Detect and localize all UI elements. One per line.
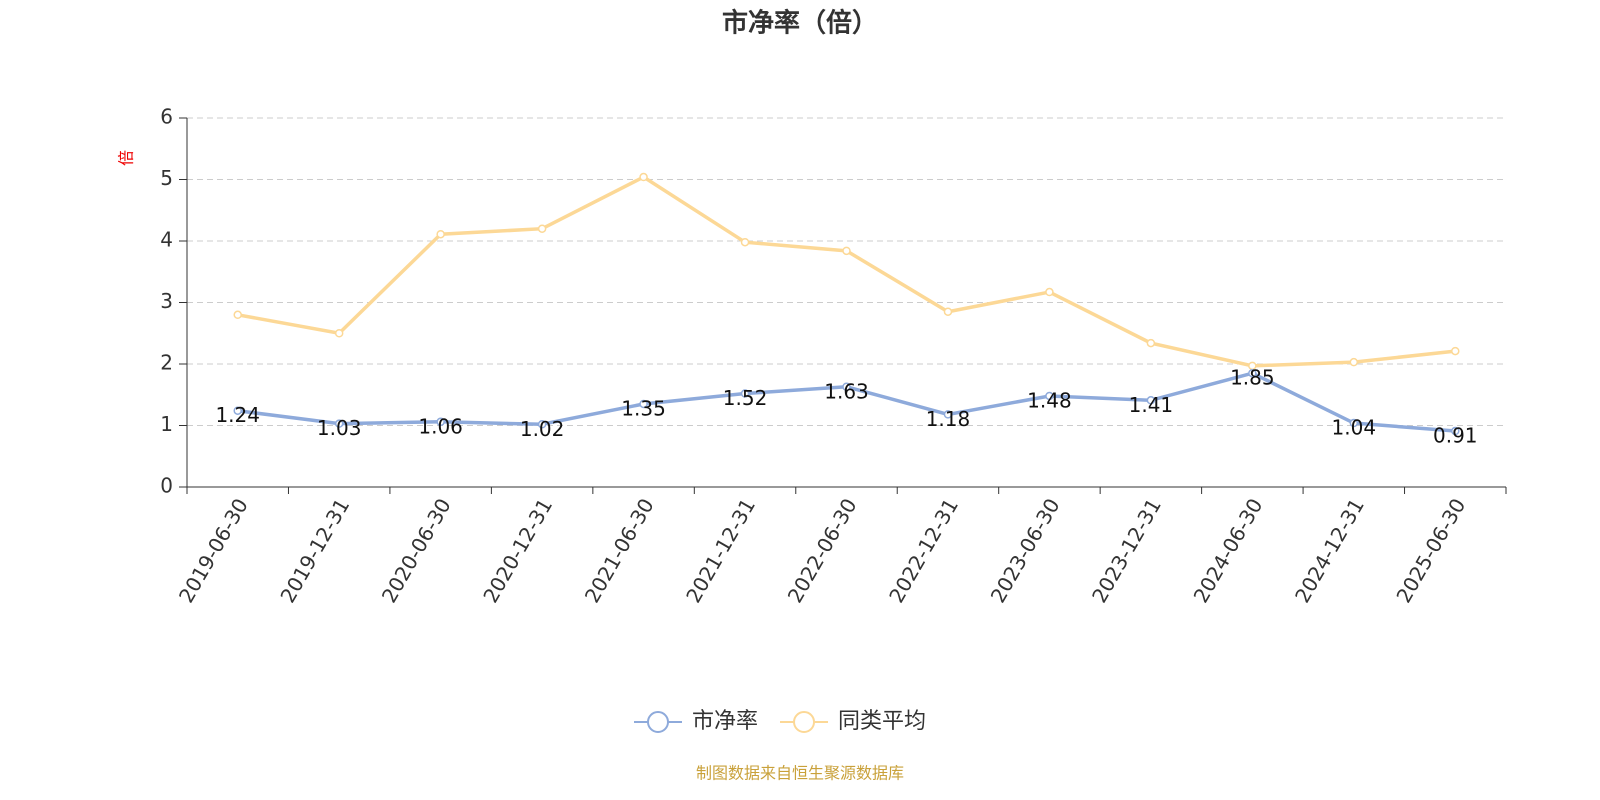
data-label: 1.41 (1129, 393, 1174, 417)
chart-title: 市净率（倍） (722, 8, 878, 39)
point (639, 399, 648, 409)
point (1349, 418, 1359, 428)
point (740, 237, 750, 247)
point (334, 419, 344, 428)
y-tick-label: 4 (160, 228, 173, 252)
y-tick-label: 6 (160, 105, 173, 129)
point (1045, 287, 1054, 297)
point (436, 417, 445, 427)
legend-label: 市净率 (692, 709, 758, 734)
point (1248, 368, 1257, 378)
data-label: 1.48 (1027, 388, 1072, 412)
point (943, 410, 953, 419)
legend-marker (793, 711, 816, 733)
point (842, 246, 851, 256)
x-tick-label: 2022-12-31 (884, 494, 963, 607)
point (639, 172, 648, 182)
x-tick-label: 2022-06-30 (783, 494, 862, 607)
x-tick-label: 2023-06-30 (986, 494, 1065, 607)
x-tick-label: 2025-06-30 (1391, 494, 1470, 607)
x-tick-label: 2024-06-30 (1189, 494, 1268, 607)
x-tick-label: 2021-06-30 (580, 494, 659, 607)
data-label: 1.24 (215, 403, 260, 427)
data-label: 1.18 (926, 407, 971, 431)
x-tick-label: 2021-12-31 (681, 494, 760, 607)
source-note: 制图数据来自恒生聚源数据库 (696, 764, 904, 783)
x-tick-label: 2023-12-31 (1087, 494, 1166, 607)
data-label: 1.52 (723, 386, 768, 410)
x-tick-label: 2019-12-31 (275, 494, 354, 607)
legend-marker (647, 711, 669, 733)
point (436, 229, 445, 239)
point (1045, 391, 1054, 401)
point (233, 310, 242, 320)
y-tick-label: 0 (160, 474, 173, 498)
point (334, 329, 344, 338)
x-tick-label: 2020-06-30 (377, 494, 456, 607)
x-tick-label: 2024-12-31 (1290, 494, 1369, 607)
point (1451, 426, 1460, 436)
data-label: 1.06 (418, 414, 463, 438)
x-tick-label: 2019-06-30 (174, 494, 253, 607)
x-tick-label: 2020-12-31 (478, 494, 557, 607)
legend-label: 同类平均 (838, 709, 926, 734)
y-axis-label: 倍 (117, 150, 136, 166)
point (842, 382, 851, 392)
y-tick-label: 2 (160, 351, 173, 375)
series-line (237, 175, 1456, 368)
data-label: 0.91 (1433, 424, 1478, 448)
data-label: 1.85 (1230, 366, 1275, 390)
data-label: 1.02 (520, 417, 565, 441)
point (1146, 338, 1156, 348)
point (537, 224, 547, 233)
data-label: 1.63 (824, 379, 869, 403)
point (740, 389, 750, 398)
data-label: 1.03 (317, 416, 362, 440)
point (233, 406, 242, 415)
point (1349, 357, 1359, 367)
y-tick-label: 5 (160, 166, 173, 190)
y-tick-label: 1 (160, 412, 173, 436)
point (537, 420, 547, 429)
point (1451, 346, 1460, 356)
y-tick-label: 3 (160, 289, 173, 313)
data-label: 1.04 (1332, 416, 1377, 440)
point (1146, 396, 1156, 405)
point (943, 307, 953, 316)
data-label: 1.35 (621, 396, 666, 420)
